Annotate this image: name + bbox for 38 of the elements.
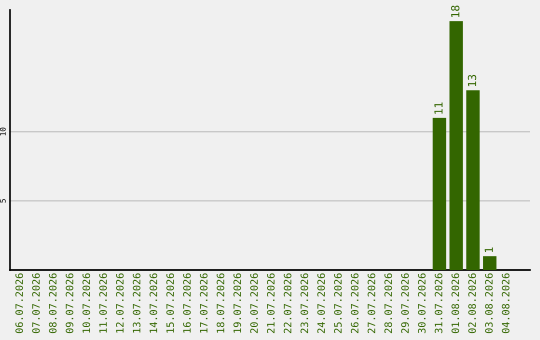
data-label: 13	[468, 74, 476, 86]
x-tick-label: 23.07.2026	[300, 273, 308, 334]
x-tick-label: 26.07.2026	[350, 273, 359, 334]
x-tick-label: 02.08.2026	[468, 273, 476, 334]
x-tick-label: 30.07.2026	[418, 273, 426, 334]
x-tick-label: 04.08.2026	[502, 273, 510, 334]
x-tick-label: 13.07.2026	[132, 273, 140, 333]
x-tick-label: 01.08.2026	[451, 273, 460, 334]
x-tick-label: 07.07.2026	[32, 273, 40, 334]
data-label: 1	[484, 247, 493, 252]
x-tick-label: 03.08.2026	[485, 273, 493, 334]
x-tick-label: 19.07.2026	[233, 273, 242, 333]
x-tick-label: 17.07.2026	[200, 273, 208, 333]
bar	[483, 256, 496, 270]
x-tick-label: 21.07.2026	[266, 273, 275, 334]
x-tick-label: 14.07.2026	[150, 273, 158, 333]
x-tick-label: 11.07.2026	[99, 273, 107, 333]
bar	[466, 90, 480, 270]
x-tick-label: 27.07.2026	[368, 273, 376, 334]
x-tick-label: 12.07.2026	[116, 273, 124, 333]
x-tick-label: 15.07.2026	[166, 273, 174, 333]
x-tick-label: 09.07.2026	[66, 273, 74, 334]
x-tick-label: 18.07.2026	[216, 273, 224, 333]
x-tick-label: 06.07.2026	[15, 273, 24, 334]
x-tick-label: 29.07.2026	[401, 273, 409, 334]
x-tick-label: 31.07.2026	[434, 273, 442, 334]
x-tick-label: 16.07.2026	[183, 273, 191, 333]
x-tick-label: 08.07.2026	[48, 273, 57, 334]
bar	[449, 21, 463, 270]
x-tick-label: 25.07.2026	[334, 273, 342, 334]
data-label: 11	[434, 102, 443, 114]
bar	[432, 118, 446, 270]
x-tick-label: 24.07.2026	[317, 273, 325, 334]
x-tick-label: 20.07.2026	[250, 273, 258, 334]
x-tick-label: 10.07.2026	[82, 273, 90, 333]
data-label: 18	[451, 6, 460, 17]
x-tick-label: 28.07.2026	[384, 273, 392, 334]
x-tick-label: 22.07.2026	[284, 273, 292, 334]
